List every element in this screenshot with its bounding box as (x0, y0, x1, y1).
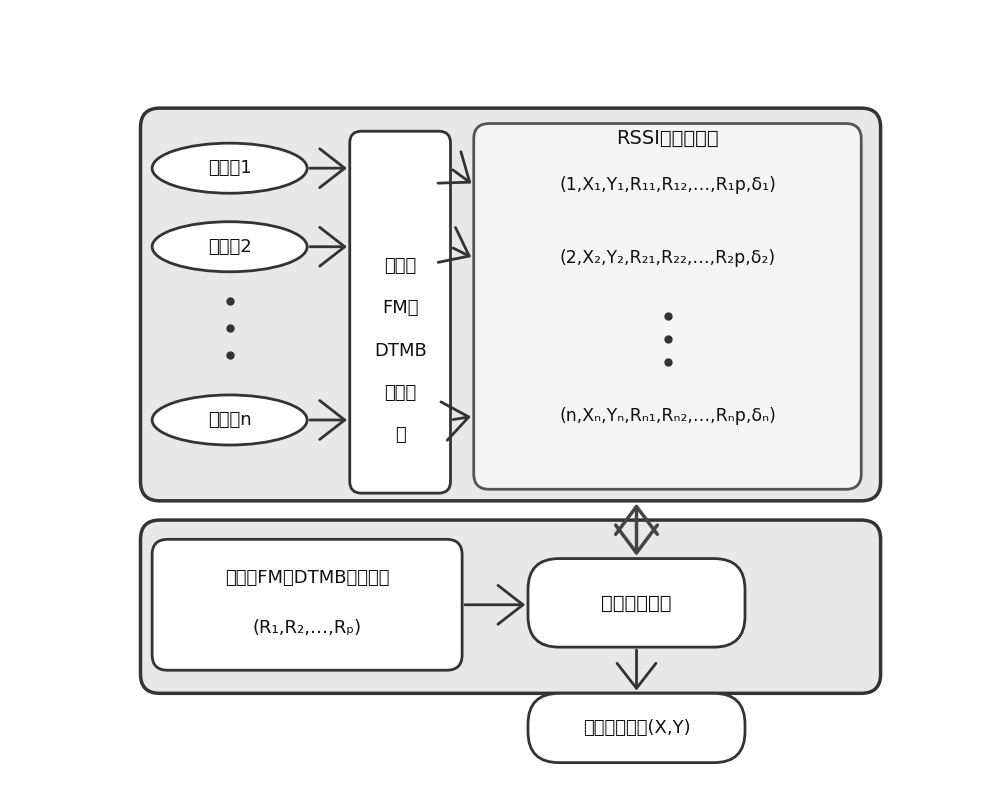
FancyBboxPatch shape (350, 131, 450, 493)
FancyBboxPatch shape (528, 558, 745, 647)
Text: 输出定位结果(X,Y): 输出定位结果(X,Y) (583, 719, 690, 737)
Text: 参考点n: 参考点n (208, 411, 251, 429)
Ellipse shape (152, 222, 307, 272)
FancyBboxPatch shape (152, 539, 462, 670)
Text: 参考点2: 参考点2 (208, 238, 252, 256)
Text: 联合定位算法: 联合定位算法 (601, 594, 672, 613)
FancyBboxPatch shape (140, 109, 881, 501)
Ellipse shape (152, 395, 307, 445)
FancyBboxPatch shape (140, 520, 881, 693)
Text: (2,X₂,Y₂,R₂₁,R₂₂,…,R₂p,δ₂): (2,X₂,Y₂,R₂₁,R₂₂,…,R₂p,δ₂) (559, 249, 776, 267)
Text: (n,Xₙ,Yₙ,Rₙ₁,Rₙ₂,…,Rₙp,δₙ): (n,Xₙ,Yₙ,Rₙ₁,Rₙ₂,…,Rₙp,δₙ) (559, 407, 776, 425)
Text: (R₁,R₂,…,Rₚ): (R₁,R₂,…,Rₚ) (253, 619, 362, 637)
Text: RSSI指纹数据库: RSSI指纹数据库 (616, 129, 719, 148)
FancyBboxPatch shape (474, 124, 861, 489)
Text: 样: 样 (395, 426, 406, 444)
Ellipse shape (152, 143, 307, 193)
Text: 多频率: 多频率 (384, 257, 416, 275)
Text: 待测点FM与DTMB信号强度: 待测点FM与DTMB信号强度 (225, 569, 389, 587)
Text: 参考点1: 参考点1 (208, 159, 251, 177)
FancyBboxPatch shape (528, 693, 745, 763)
Text: FM与: FM与 (382, 299, 418, 318)
Text: 信号采: 信号采 (384, 384, 416, 402)
Text: DTMB: DTMB (374, 341, 426, 360)
Text: (1,X₁,Y₁,R₁₁,R₁₂,…,R₁p,δ₁): (1,X₁,Y₁,R₁₁,R₁₂,…,R₁p,δ₁) (559, 176, 776, 194)
